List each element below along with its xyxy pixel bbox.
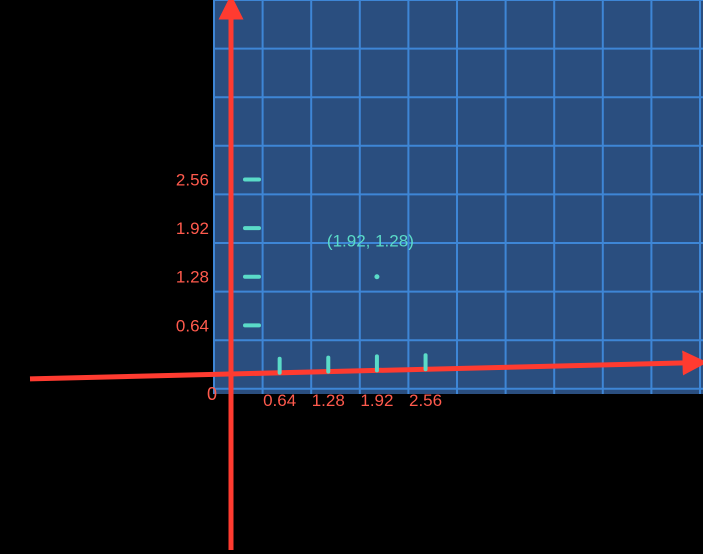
x-tick-label: 1.92 [360, 391, 393, 410]
coordinate-plane-chart: 0.64 1.28 1.92 2.56 0.64 1.28 1.92 2.56 0 (1.92, … [0, 0, 703, 554]
chart-svg: 0.64 1.28 1.92 2.56 0.64 1.28 1.92 2.56 0 (1.92, … [0, 0, 703, 554]
x-tick-label: 0.64 [263, 391, 296, 410]
origin-label: 0 [207, 384, 217, 404]
data-point [374, 274, 379, 279]
y-tick-label: 0.64 [176, 316, 209, 335]
y-tick-label: 1.28 [176, 268, 209, 287]
y-tick-label: 1.92 [176, 219, 209, 238]
data-point-label: (1.92, 1.28) [327, 232, 414, 251]
x-tick-label: 1.28 [312, 391, 345, 410]
y-tick-label: 2.56 [176, 170, 209, 189]
x-tick-label: 2.56 [409, 391, 442, 410]
grid-panel [214, 0, 703, 394]
